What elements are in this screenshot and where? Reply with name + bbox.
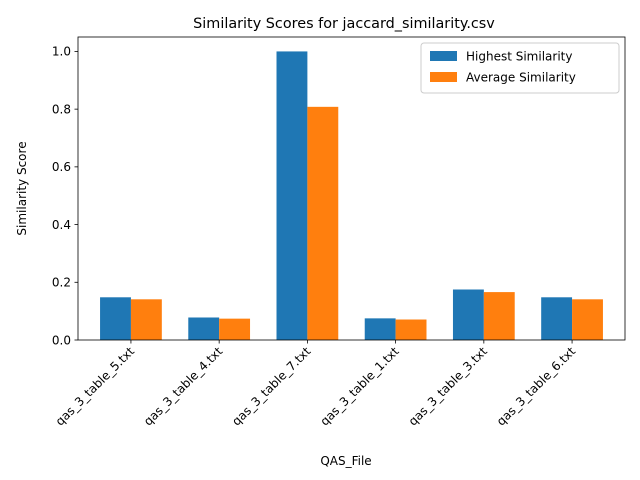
- legend-box: [420, 42, 620, 94]
- chart-title: Similarity Scores for jaccard_similarity…: [193, 16, 495, 32]
- bar-average-5: [572, 299, 603, 340]
- legend: Highest Similarity Average Similarity: [420, 42, 620, 94]
- y-tick-label: 0.4: [52, 218, 71, 232]
- x-tick-label: qas_3_table_3.txt: [406, 344, 491, 429]
- bar-highest-1: [188, 317, 220, 340]
- y-axis: 0.0 0.2 0.4 0.6 0.8 1.0: [52, 45, 78, 347]
- bar-highest-0: [100, 297, 131, 340]
- legend-label-1: Average Similarity: [466, 71, 576, 85]
- bars-group: [100, 51, 603, 341]
- plot-frame: [77, 36, 626, 341]
- bar-average-4: [483, 292, 515, 340]
- bar-average-2: [307, 106, 339, 340]
- x-tick-label: qas_3_table_5.txt: [53, 344, 138, 429]
- y-axis-label: Similarity Score: [15, 141, 29, 235]
- x-tick-label: qas_3_table_1.txt: [317, 344, 402, 429]
- x-axis-label: QAS_File: [320, 454, 371, 468]
- y-tick-label: 0.0: [52, 333, 71, 347]
- x-tick-label: qas_3_table_6.txt: [494, 344, 579, 429]
- legend-swatch-0: [430, 51, 457, 61]
- bar-highest-5: [541, 297, 573, 340]
- y-tick-label: 1.0: [52, 45, 71, 59]
- bar-average-3: [395, 319, 427, 340]
- bar-highest-3: [364, 318, 396, 340]
- legend-swatch-1: [430, 72, 457, 82]
- bar-highest-2: [276, 51, 308, 341]
- bar-highest-4: [452, 289, 484, 340]
- x-tick-label: qas_3_table_4.txt: [141, 344, 226, 429]
- legend-label-0: Highest Similarity: [466, 50, 572, 64]
- x-tick-label: qas_3_table_7.txt: [229, 344, 314, 429]
- y-tick-label: 0.2: [52, 276, 71, 290]
- bar-average-1: [219, 318, 251, 340]
- y-tick-label: 0.6: [52, 160, 71, 174]
- bar-average-0: [130, 299, 162, 340]
- y-tick-label: 0.8: [52, 102, 71, 116]
- x-axis: qas_3_table_5.txt qas_3_table_4.txt qas_3_…: [53, 340, 579, 429]
